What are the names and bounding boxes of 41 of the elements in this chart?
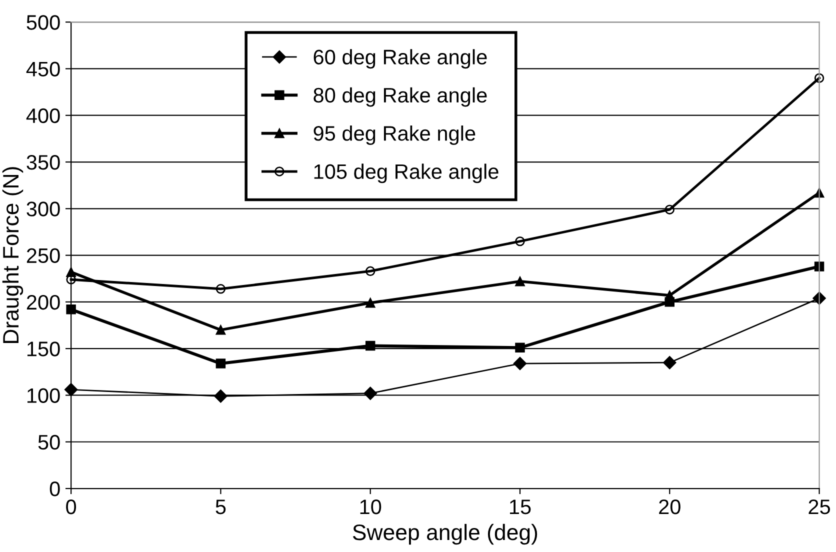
y-tick-label: 100 (27, 388, 60, 403)
x-tick-label: 15 (510, 500, 531, 514)
x-tick-label: 20 (659, 499, 680, 514)
point (216, 325, 226, 335)
point (66, 304, 76, 314)
y-axis-title: Draught Force (N) (2, 167, 24, 343)
point (513, 356, 527, 370)
point (664, 204, 674, 214)
legend-label: 95 deg Rake ngle (314, 126, 476, 145)
point (814, 73, 824, 83)
legend-label: 80 deg Rake angle (314, 87, 487, 107)
point (515, 342, 525, 353)
point (214, 390, 228, 403)
point (64, 383, 78, 396)
y-tick-label: 50 (38, 434, 60, 450)
x-tick-label: 25 (808, 499, 830, 514)
y-tick-label: 300 (26, 202, 60, 216)
point (515, 276, 525, 286)
y-tick-label: 150 (27, 342, 60, 356)
y-tick-label: 350 (26, 155, 60, 170)
x-tick-label: 10 (360, 499, 382, 514)
point (364, 386, 377, 400)
y-tick-label: 0 (50, 482, 60, 496)
y-tick-label: 250 (26, 248, 60, 264)
point (365, 298, 376, 308)
y-tick-label: 500 (26, 15, 60, 30)
legend-label: 105 deg Rake angle (314, 164, 498, 184)
point (365, 340, 376, 351)
y-tick-label: 450 (26, 62, 60, 76)
x-tick-label: 0 (66, 499, 76, 514)
y-tick-label: 400 (26, 108, 60, 124)
point (663, 356, 676, 370)
point (664, 290, 674, 300)
x-axis-title: Sweep angle (deg) (352, 524, 538, 545)
point (216, 284, 226, 294)
legend-label: 60 deg Rake angle (314, 49, 487, 69)
point (515, 236, 525, 246)
point (216, 358, 226, 368)
point (365, 266, 376, 276)
x-tick-label: 5 (216, 500, 226, 514)
y-tick-label: 200 (26, 294, 60, 310)
